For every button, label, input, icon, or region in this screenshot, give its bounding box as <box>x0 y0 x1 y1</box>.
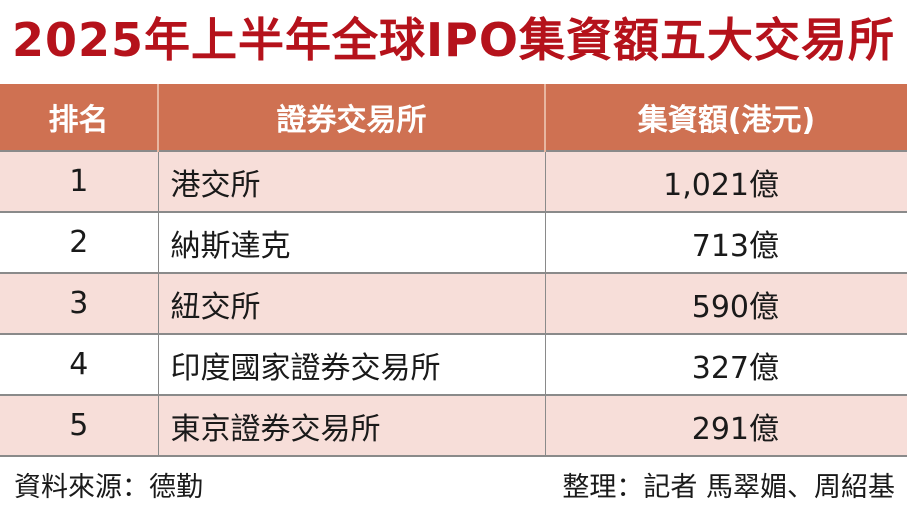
amount-cell: 291億 <box>545 394 907 457</box>
amount-cell: 590億 <box>545 272 907 334</box>
exchange-cell: 港交所 <box>158 150 546 212</box>
rank-cell: 4 <box>0 333 159 395</box>
source-note: 資料來源：德勤 <box>14 472 203 503</box>
byline: 整理：記者 馬翠媚、周紹基 <box>562 472 895 503</box>
rank-cell: 5 <box>0 394 159 457</box>
ipo-ranking-table: 排名 證券交易所 集資額(港元) 1 港交所 1,021億 2 納斯達克 713… <box>0 84 907 457</box>
rank-cell: 2 <box>0 211 159 273</box>
column-header-rank: 排名 <box>0 84 159 151</box>
rank-cell: 3 <box>0 272 159 334</box>
rank-cell: 1 <box>0 150 159 212</box>
table-header-row: 排名 證券交易所 集資額(港元) <box>0 84 907 151</box>
chart-title: 2025年上半年全球IPO集資額五大交易所 <box>12 13 895 67</box>
table-row: 3 紐交所 590億 <box>0 272 907 334</box>
table-row: 5 東京證券交易所 291億 <box>0 394 907 457</box>
amount-cell: 1,021億 <box>545 150 907 212</box>
amount-cell: 713億 <box>545 211 907 273</box>
exchange-cell: 東京證券交易所 <box>158 394 546 457</box>
table-row: 2 納斯達克 713億 <box>0 211 907 273</box>
exchange-cell: 印度國家證券交易所 <box>158 333 546 395</box>
table-row: 4 印度國家證券交易所 327億 <box>0 333 907 395</box>
footer: 資料來源：德勤 整理：記者 馬翠媚、周紹基 <box>0 462 907 514</box>
amount-cell: 327億 <box>545 333 907 395</box>
exchange-cell: 紐交所 <box>158 272 546 334</box>
column-header-amount: 集資額(港元) <box>545 84 907 151</box>
column-header-exchange: 證券交易所 <box>158 84 546 151</box>
exchange-cell: 納斯達克 <box>158 211 546 273</box>
table-row: 1 港交所 1,021億 <box>0 150 907 212</box>
